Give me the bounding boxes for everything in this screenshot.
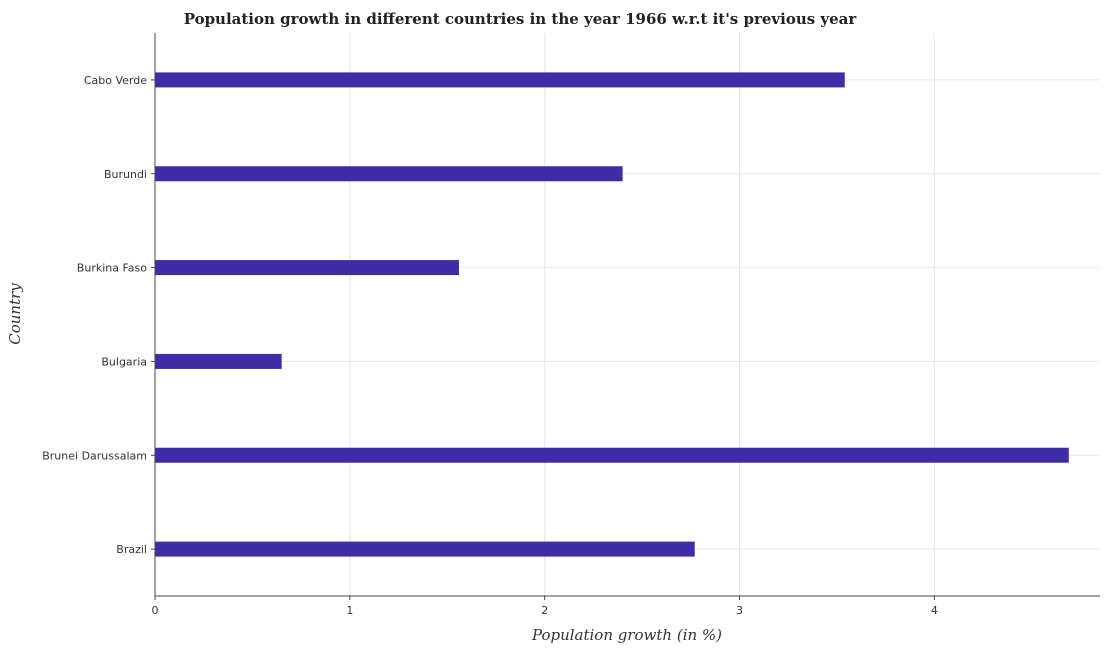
chart-title: Population growth in different countries… [184,10,858,28]
y-axis-label: Country [6,283,24,345]
y-ticks: Brazil Brunei Darussalam Bulgaria Burkina F… [42,74,155,556]
x-tick-label: 4 [931,604,938,617]
y-tick-label: Burundi [104,168,147,181]
bars [155,72,1069,557]
bar-burkina-faso [155,260,459,276]
x-tick-label: 1 [346,604,353,617]
grid [154,33,1100,596]
x-tick-label: 2 [541,604,548,617]
y-tick-label: Brunei Darussalam [42,449,147,462]
x-ticks: 0 1 2 3 4 [152,596,938,617]
y-tick-label: Cabo Verde [84,74,147,87]
y-tick-label: Bulgaria [101,355,147,368]
y-tick-label: Brazil [116,543,147,556]
bar-bulgaria [155,353,282,369]
y-tick-label: Burkina Faso [77,262,147,275]
x-axis-label: Population growth (in %) [531,626,722,644]
bar-cabo-verde [155,72,845,88]
bar-burundi [155,166,623,182]
x-tick-label: 0 [152,604,159,617]
bar-brunei-darussalam [155,447,1069,463]
bar-brazil [155,541,695,557]
x-tick-label: 3 [736,604,743,617]
